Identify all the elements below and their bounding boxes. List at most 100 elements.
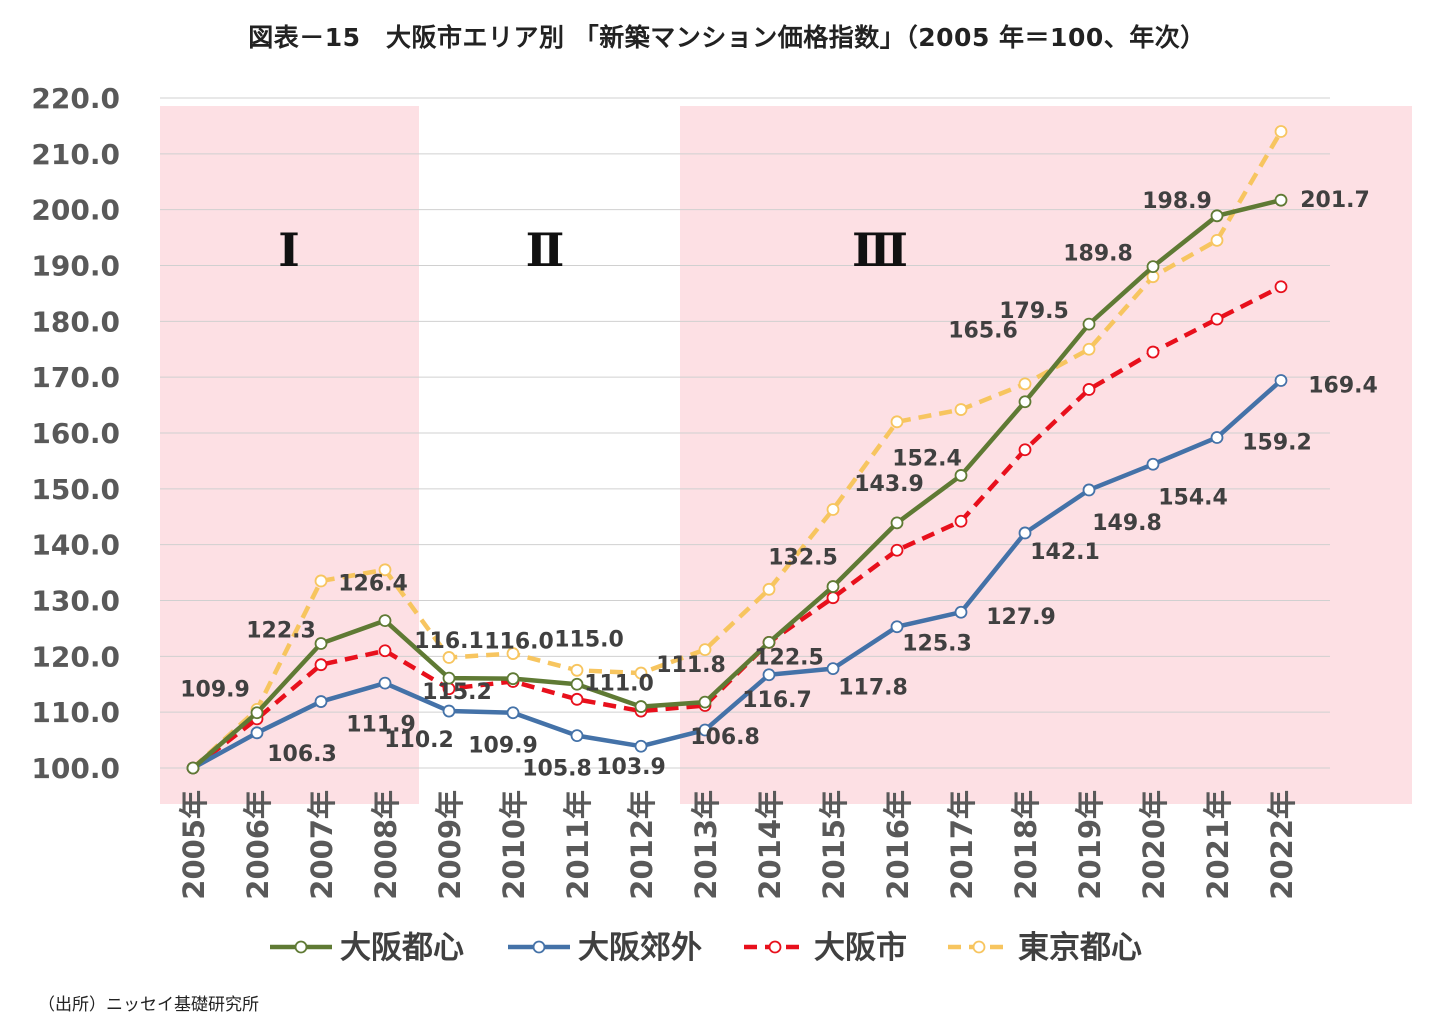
- x-tick-label: 2019年: [1073, 790, 1107, 900]
- data-point: [1210, 431, 1224, 444]
- data-label: 110.2: [384, 728, 454, 753]
- x-tick-label: 2014年: [753, 790, 787, 900]
- data-label: 201.7: [1300, 188, 1370, 213]
- x-tick-label: 2007年: [305, 790, 339, 900]
- period-bands: [160, 106, 1412, 804]
- data-point: [954, 514, 968, 528]
- data-point: [826, 591, 840, 605]
- x-tick-label: 2022年: [1265, 790, 1299, 900]
- x-tick-label: 2011年: [561, 790, 595, 900]
- data-label: 115.0: [554, 627, 624, 652]
- x-tick-label: 2006年: [241, 790, 275, 900]
- data-label: 122.3: [246, 618, 316, 643]
- data-point: [1018, 443, 1032, 457]
- data-point: [442, 671, 456, 685]
- data-label: 154.4: [1158, 485, 1228, 510]
- data-point: [314, 658, 328, 672]
- y-tick-label: 130.0: [31, 585, 120, 618]
- data-point: [1082, 483, 1096, 497]
- data-label: 179.5: [999, 299, 1069, 324]
- data-point: [1146, 457, 1160, 471]
- data-label: 152.4: [892, 446, 962, 471]
- chart-title: 図表－15 大阪市エリア別 「新築マンション価格指数」（2005 年＝100、年…: [248, 23, 1206, 52]
- data-point: [506, 672, 520, 686]
- data-point: [698, 643, 712, 657]
- data-point: [186, 761, 200, 775]
- data-label: 126.4: [338, 572, 408, 597]
- y-tick-label: 140.0: [31, 529, 120, 562]
- data-point: [1146, 260, 1160, 274]
- data-label: 117.8: [838, 676, 908, 701]
- series-line-e5a4a7e998aae983bde5bf83: [191, 197, 1282, 770]
- period-label-3: Ⅲ: [852, 223, 908, 277]
- legend-marker: [768, 940, 782, 954]
- data-point: [954, 403, 968, 416]
- source-note: （出所）ニッセイ基礎研究所: [38, 995, 259, 1015]
- x-tick-label: 2017年: [945, 790, 979, 900]
- data-point: [698, 723, 712, 737]
- data-point: [890, 620, 904, 634]
- data-point: [954, 469, 968, 482]
- data-label: 198.9: [1142, 189, 1212, 214]
- data-label: 106.8: [690, 725, 760, 750]
- x-tick-labels: 2005年 2006年 2007年 2008年 2009年 2010年 2011年 2012年…: [177, 790, 1299, 900]
- data-point: [826, 580, 840, 593]
- data-label: 125.3: [902, 632, 972, 657]
- data-point: [890, 415, 904, 429]
- data-point: [378, 676, 392, 690]
- data-point: [506, 706, 520, 720]
- data-point: [1018, 395, 1032, 409]
- data-point: [890, 543, 904, 557]
- data-point: [314, 574, 328, 588]
- x-tick-label: 2008年: [369, 790, 403, 900]
- data-point: [826, 503, 840, 516]
- series-line-e5a4a7e998aae9838ae5a496: [191, 378, 1283, 770]
- x-tick-label: 2010年: [497, 790, 531, 900]
- data-point: [1018, 526, 1032, 540]
- data-label: 106.3: [267, 742, 337, 767]
- period-band-3: [680, 106, 1412, 804]
- data-point: [826, 662, 840, 676]
- data-point: [1146, 345, 1160, 359]
- data-point: [570, 677, 584, 691]
- y-tick-label: 100.0: [31, 752, 120, 785]
- y-tick-labels: 100.0 110.0 120.0 130.0 140.0 150.0 160.0 170.0…: [31, 82, 120, 785]
- data-label: 149.8: [1092, 511, 1162, 536]
- data-label: 105.8: [522, 757, 592, 782]
- data-label: 159.2: [1242, 430, 1312, 455]
- legend-marker: [532, 940, 546, 954]
- x-tick-label: 2020年: [1137, 790, 1171, 900]
- y-tick-label: 200.0: [31, 194, 120, 227]
- data-label: 189.8: [1063, 242, 1133, 267]
- data-point: [1274, 280, 1288, 294]
- data-point: [1274, 374, 1288, 387]
- data-label: 165.6: [948, 319, 1018, 344]
- x-tick-label: 2009年: [433, 790, 467, 900]
- data-point: [1210, 233, 1224, 247]
- data-label: 111.9: [346, 713, 416, 738]
- data-point: [378, 644, 392, 658]
- data-point: [890, 516, 904, 530]
- series-line-e69db1e4baace983bde5bf83: [191, 130, 1283, 770]
- x-tick-label: 2012年: [625, 790, 659, 900]
- data-point: [1274, 193, 1288, 207]
- legend-marker: [294, 940, 308, 954]
- data-point: [442, 704, 456, 718]
- data-label: 111.8: [656, 653, 726, 678]
- data-point: [570, 663, 584, 677]
- data-point: [634, 739, 648, 753]
- data-point: [378, 563, 392, 577]
- data-label: 109.9: [180, 678, 250, 703]
- data-point: [1082, 383, 1096, 396]
- data-point: [762, 635, 776, 649]
- data-point: [762, 668, 776, 682]
- data-point: [634, 666, 648, 680]
- legend-label: 東京都心: [1018, 930, 1142, 966]
- data-label: 111.0: [584, 672, 654, 697]
- data-point: [314, 637, 328, 650]
- x-tick-label: 2021年: [1201, 790, 1235, 900]
- x-tick-label: 2016年: [881, 790, 915, 900]
- data-point: [762, 582, 776, 596]
- y-tick-label: 150.0: [31, 473, 120, 506]
- data-point: [442, 651, 456, 664]
